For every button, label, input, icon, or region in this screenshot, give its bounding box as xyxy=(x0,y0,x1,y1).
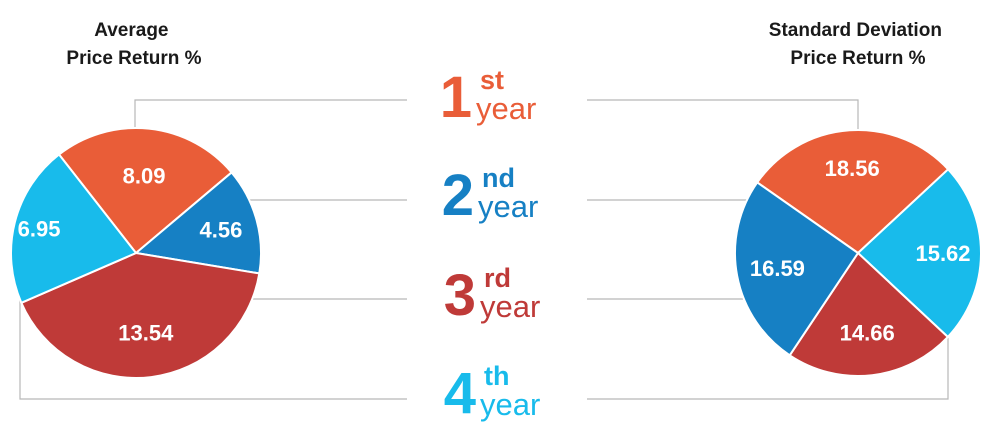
legend-year-suffix: th xyxy=(484,361,509,391)
pie-slice-2nd-year xyxy=(734,181,860,357)
slice-label-3rd-year: 13.54 xyxy=(118,320,174,345)
leader-right-4th xyxy=(587,335,949,400)
legend-year-word: year xyxy=(478,189,538,224)
legend-year-suffix: rd xyxy=(484,263,511,293)
left-title-line-2: Price Return % xyxy=(66,48,201,69)
pie-slice-4th-year xyxy=(856,167,983,339)
pie-slice-1st-year xyxy=(755,128,950,255)
slice-label-1st-year: 18.56 xyxy=(825,156,880,181)
leader-left-4th xyxy=(19,300,407,400)
pie-slice-2nd-year xyxy=(133,171,262,275)
legend-year-suffix: nd xyxy=(482,163,515,193)
left-title-line-1: Average xyxy=(94,20,168,41)
leader-lines xyxy=(19,99,949,400)
slice-label-4th-year: 6.95 xyxy=(18,216,61,241)
legend-year-number: 4 xyxy=(444,361,476,426)
slice-label-2nd-year: 4.56 xyxy=(199,218,242,243)
legend-year-word: year xyxy=(480,387,540,422)
std-dev-return-pie: 18.56 15.62 14.66 16.59 xyxy=(734,128,983,378)
pie-slice-3rd-year xyxy=(20,251,261,379)
slice-label-2nd-year: 16.59 xyxy=(750,256,805,281)
legend-year-suffix: st xyxy=(480,65,504,95)
left-chart-title: Average Price Return % xyxy=(66,20,201,69)
pie-slice-4th-year xyxy=(10,153,138,305)
legend-year-word: year xyxy=(480,289,540,324)
legend-year-number: 3 xyxy=(444,263,476,328)
pie-slice-1st-year xyxy=(57,127,233,255)
slice-label-4th-year: 15.62 xyxy=(915,241,970,266)
average-return-pie: 8.09 4.56 13.54 6.95 xyxy=(10,127,262,379)
legend-year-number: 1 xyxy=(440,65,472,130)
legend-year-number: 2 xyxy=(442,163,474,228)
right-title-line-1: Standard Deviation xyxy=(769,20,942,41)
pie-slice-3rd-year xyxy=(788,251,950,378)
slice-label-1st-year: 8.09 xyxy=(123,163,166,188)
right-title-line-2: Price Return % xyxy=(790,48,925,69)
legend-year-word: year xyxy=(476,91,536,126)
slice-label-3rd-year: 14.66 xyxy=(840,321,895,346)
right-chart-title: Standard Deviation Price Return % xyxy=(769,20,947,69)
